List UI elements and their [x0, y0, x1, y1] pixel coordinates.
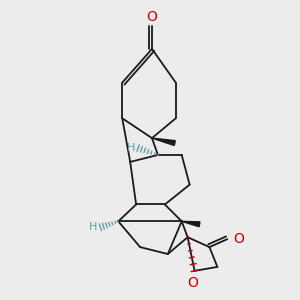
Text: O: O: [233, 232, 244, 246]
Text: H: H: [127, 143, 135, 153]
Polygon shape: [182, 221, 200, 227]
Text: O: O: [146, 10, 158, 24]
Text: O: O: [187, 276, 198, 290]
Text: H: H: [89, 222, 98, 232]
Polygon shape: [152, 138, 175, 146]
